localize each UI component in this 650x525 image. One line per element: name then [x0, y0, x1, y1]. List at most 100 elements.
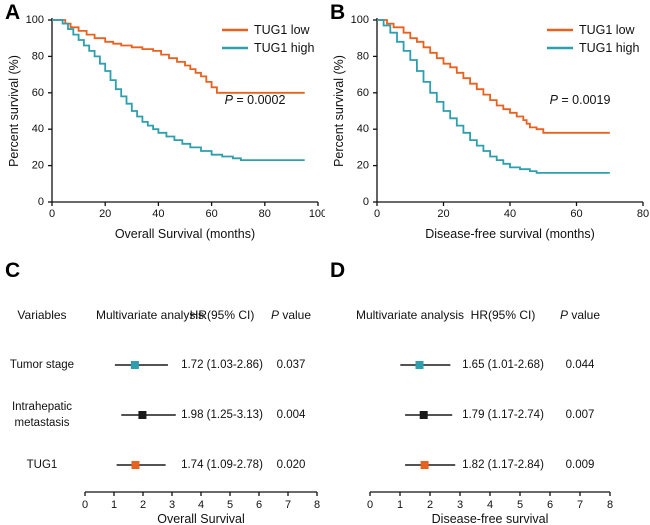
x-tick-label: 3: [169, 499, 175, 511]
x-tick-label: 40: [504, 208, 516, 220]
p-value: 0.037: [277, 359, 306, 371]
x-tick-label: 6: [547, 499, 553, 511]
survival-curve-tug1-high: [52, 19, 305, 161]
x-axis-label: Disease-free survival (months): [425, 227, 595, 241]
legend-label: TUG1 low: [579, 23, 636, 37]
survival-curve-tug1-high: [377, 19, 610, 174]
y-tick-label: 20: [32, 160, 44, 172]
panel-letter-a: A: [5, 1, 21, 24]
column-header: P value: [560, 308, 600, 322]
y-tick-label: 0: [38, 196, 44, 208]
hr-marker: [130, 361, 139, 369]
survival-curve-tug1-low: [377, 19, 610, 134]
x-axis-label: Disease-free survival: [432, 512, 549, 525]
legend-label: TUG1 high: [254, 41, 314, 55]
hr-marker: [415, 361, 424, 369]
hr-ci-value: 1.72 (1.03-2.86): [181, 359, 263, 371]
x-axis: [369, 491, 611, 496]
x-tick-label: 40: [152, 208, 164, 220]
panel-c-forest-overall-survival: C Variables Multivariate analysis HR(95% C…: [0, 258, 325, 525]
column-header: Multivariate analysis: [96, 308, 204, 322]
column-header: Multivariate analysis: [356, 308, 464, 322]
x-tick-label: 5: [517, 499, 523, 511]
y-tick-label: 40: [357, 123, 369, 135]
y-tick-label: 20: [357, 160, 369, 172]
p-value: 0.007: [566, 409, 595, 421]
p-value: 0.004: [277, 409, 306, 421]
forest-plot-disease-free-survival: Multivariate analysis HR(95% CI) P value 1.…: [356, 308, 613, 525]
panel-a-overall-survival-km: A 0 20 40 60 80 100 0 20 40 60 80 100 Overall Surviv…: [0, 0, 325, 258]
p-value: P = 0.0019: [550, 93, 611, 107]
x-tick-label: 4: [198, 499, 204, 511]
panel-letter-d: D: [330, 259, 346, 282]
y-tick-label: 0: [363, 196, 369, 208]
hr-ci-value: 1.65 (1.01-2.68): [462, 359, 544, 371]
hr-ci-value: 1.74 (1.09-2.78): [181, 459, 263, 471]
y-axis-label: Percent survival (%): [332, 55, 346, 167]
panel-letter-c: C: [5, 259, 21, 282]
x-tick-label: 8: [607, 499, 613, 511]
x-tick-label: 80: [637, 208, 649, 220]
x-tick-label: 5: [227, 499, 233, 511]
x-tick-label: 20: [437, 208, 449, 220]
x-tick-label: 2: [427, 499, 433, 511]
x-tick-label: 100: [309, 208, 325, 220]
p-value: 0.044: [566, 359, 595, 371]
x-tick-label: 60: [205, 208, 217, 220]
y-tick-label: 80: [32, 50, 44, 62]
y-tick-label: 40: [32, 123, 44, 135]
column-header: P value: [271, 308, 311, 322]
x-tick-label: 80: [259, 208, 271, 220]
x-tick-label: 20: [99, 208, 111, 220]
p-value: 0.020: [277, 459, 306, 471]
variable-label: metastasis: [15, 417, 70, 429]
y-tick-label: 60: [357, 87, 369, 99]
hr-marker: [131, 461, 140, 469]
x-tick-label: 0: [82, 499, 88, 511]
y-axis-label: Percent survival (%): [7, 55, 21, 167]
x-axis-label: Overall Survival (months): [115, 227, 255, 241]
x-tick-label: 2: [140, 499, 146, 511]
x-tick-label: 3: [457, 499, 463, 511]
x-tick-label: 1: [397, 499, 403, 511]
legend-label: TUG1 low: [254, 23, 311, 37]
x-tick-label: 0: [367, 499, 373, 511]
variable-label: Intrahepatic: [12, 401, 72, 413]
y-tick-label: 80: [357, 50, 369, 62]
hr-marker: [138, 411, 147, 419]
p-value: P = 0.0002: [225, 93, 286, 107]
x-tick-label: 7: [577, 499, 583, 511]
panel-d-forest-disease-free-survival: D Multivariate analysis HR(95% CI) P value…: [325, 258, 650, 525]
legend-label: TUG1 high: [579, 41, 639, 55]
variable-label: TUG1: [27, 459, 58, 471]
km-plot-overall-survival: 0 20 40 60 80 100 0 20 40 60 80 100 Overall Survival…: [7, 14, 325, 241]
panel-letter-b: B: [330, 1, 346, 24]
panel-b-disease-free-survival-km: B 0 20 40 60 80 0 20 40 60 80 100 Disease-free surv…: [325, 0, 650, 258]
hr-marker: [419, 411, 428, 419]
column-header: HR(95% CI): [190, 308, 255, 322]
hr-marker: [420, 461, 429, 469]
x-tick-label: 0: [49, 208, 55, 220]
x-axis-label: Overall Survival: [157, 512, 245, 525]
x-tick-label: 6: [256, 499, 262, 511]
column-header: HR(95% CI): [471, 308, 536, 322]
axes: [48, 18, 319, 206]
axes: [373, 18, 644, 206]
x-axis: [84, 491, 318, 496]
km-plot-disease-free-survival: 0 20 40 60 80 0 20 40 60 80 100 Disease-free surviv…: [332, 14, 649, 241]
hr-ci-value: 1.82 (1.17-2.84): [462, 459, 544, 471]
y-tick-label: 100: [26, 14, 44, 26]
hr-ci-value: 1.98 (1.25-3.13): [181, 409, 263, 421]
x-tick-label: 60: [570, 208, 582, 220]
hr-ci-value: 1.79 (1.17-2.74): [462, 409, 544, 421]
x-tick-label: 1: [111, 499, 117, 511]
y-tick-label: 60: [32, 87, 44, 99]
x-tick-label: 7: [285, 499, 291, 511]
x-tick-label: 4: [487, 499, 493, 511]
variable-label: Tumor stage: [10, 359, 74, 371]
column-header: Variables: [17, 308, 66, 322]
x-tick-label: 8: [314, 499, 320, 511]
x-tick-label: 0: [374, 208, 380, 220]
